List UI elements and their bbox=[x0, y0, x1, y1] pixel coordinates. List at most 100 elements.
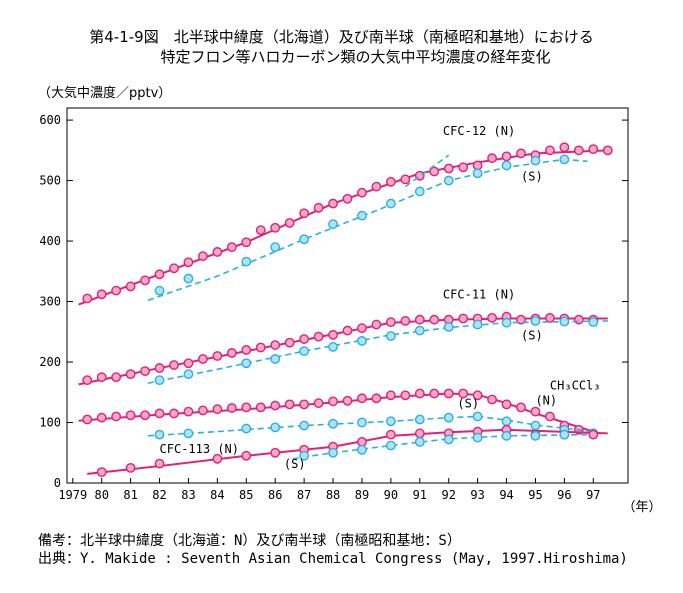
data-point bbox=[299, 450, 310, 461]
data-point bbox=[154, 285, 165, 296]
x-tick-label: 97 bbox=[586, 488, 600, 502]
data-point bbox=[487, 153, 497, 164]
x-tick-label: 86 bbox=[268, 488, 282, 502]
data-point bbox=[501, 399, 512, 410]
data-point bbox=[443, 175, 454, 186]
data-point bbox=[588, 144, 599, 155]
data-point bbox=[357, 335, 367, 346]
data-point bbox=[400, 390, 411, 401]
series-label: CH₃CCl₃ bbox=[550, 378, 601, 392]
data-point bbox=[602, 145, 613, 156]
y-tick-label: 400 bbox=[39, 234, 61, 248]
data-point bbox=[255, 342, 266, 353]
data-point bbox=[198, 354, 208, 364]
data-point bbox=[472, 319, 483, 330]
data-point bbox=[140, 275, 150, 286]
y-tick-label: 100 bbox=[39, 416, 61, 430]
data-point bbox=[169, 360, 179, 370]
data-point bbox=[588, 317, 599, 328]
x-tick-label: 89 bbox=[355, 488, 369, 502]
data-point bbox=[111, 285, 122, 296]
data-point bbox=[414, 186, 425, 197]
series-label: (S) bbox=[521, 170, 543, 184]
data-point bbox=[284, 337, 295, 348]
data-point bbox=[313, 331, 324, 342]
series-label: CFC-12 (N) bbox=[443, 124, 515, 138]
data-point bbox=[299, 399, 310, 410]
chart-title-line2: 特定フロン等ハロカーボン類の大気中平均濃度の経年変化 bbox=[160, 48, 551, 66]
data-point bbox=[299, 334, 310, 344]
x-tick-label: 82 bbox=[152, 488, 166, 502]
data-point bbox=[443, 163, 454, 174]
x-tick-label: 95 bbox=[528, 488, 542, 502]
x-tick-label: 84 bbox=[210, 488, 224, 502]
data-point bbox=[385, 416, 396, 427]
data-point bbox=[414, 314, 425, 325]
series-line bbox=[292, 433, 588, 460]
data-point bbox=[140, 366, 150, 377]
data-point bbox=[530, 316, 541, 326]
x-tick-label: 91 bbox=[413, 488, 427, 502]
data-point bbox=[328, 418, 338, 429]
data-point bbox=[82, 375, 93, 386]
data-point bbox=[559, 316, 570, 327]
data-point bbox=[501, 430, 512, 441]
data-point bbox=[472, 411, 483, 422]
data-point bbox=[328, 329, 338, 340]
data-point bbox=[516, 148, 526, 159]
series-label: (S) bbox=[284, 457, 306, 471]
y-tick-label: 500 bbox=[39, 174, 61, 188]
data-point bbox=[183, 358, 194, 369]
data-point bbox=[545, 312, 555, 323]
data-point bbox=[299, 208, 310, 219]
data-point bbox=[357, 323, 367, 334]
data-point bbox=[82, 414, 93, 425]
data-point bbox=[357, 187, 367, 198]
data-point bbox=[270, 354, 281, 364]
plot-frame bbox=[66, 107, 629, 484]
data-point bbox=[198, 251, 208, 262]
data-point bbox=[241, 423, 252, 434]
x-tick-label: 81 bbox=[123, 488, 137, 502]
y-tick-label: 200 bbox=[39, 355, 61, 369]
data-point bbox=[96, 289, 107, 300]
footnote-source: 出典：Y. Makide : Seventh Asian Chemical Co… bbox=[38, 551, 628, 567]
data-point bbox=[530, 430, 541, 441]
data-point bbox=[299, 234, 310, 245]
data-point bbox=[241, 358, 252, 369]
data-point bbox=[357, 417, 367, 428]
chart-title-line1: 第4-1-9図 北半球中緯度（北海道）及び南半球（南極昭和基地）における bbox=[89, 28, 594, 46]
series-line bbox=[147, 415, 594, 437]
data-point bbox=[154, 458, 165, 469]
data-point bbox=[443, 434, 454, 445]
x-tick-label: 93 bbox=[470, 488, 484, 502]
data-point bbox=[154, 429, 165, 440]
x-tick-label: 96 bbox=[557, 488, 571, 502]
data-point bbox=[226, 242, 237, 253]
data-point bbox=[414, 325, 425, 336]
y-tick-label: 300 bbox=[39, 295, 61, 309]
data-point bbox=[472, 390, 483, 401]
data-point bbox=[328, 342, 338, 352]
data-point bbox=[472, 168, 483, 179]
data-point bbox=[371, 393, 382, 404]
data-point bbox=[530, 155, 541, 166]
data-point bbox=[270, 340, 281, 350]
x-tick-label: 1979 bbox=[58, 488, 87, 502]
data-point bbox=[559, 429, 570, 440]
data-point bbox=[96, 467, 107, 478]
data-point bbox=[328, 447, 338, 458]
data-point bbox=[226, 348, 237, 358]
data-point bbox=[125, 410, 136, 421]
data-point bbox=[414, 388, 425, 399]
data-point bbox=[429, 166, 440, 177]
data-point bbox=[487, 394, 497, 405]
data-point bbox=[501, 317, 512, 328]
data-point bbox=[313, 398, 324, 409]
data-point bbox=[111, 411, 122, 422]
data-point bbox=[226, 403, 237, 413]
data-point bbox=[357, 436, 367, 447]
data-point bbox=[458, 388, 469, 399]
x-tick-label: 92 bbox=[441, 488, 455, 502]
data-point bbox=[545, 411, 555, 422]
